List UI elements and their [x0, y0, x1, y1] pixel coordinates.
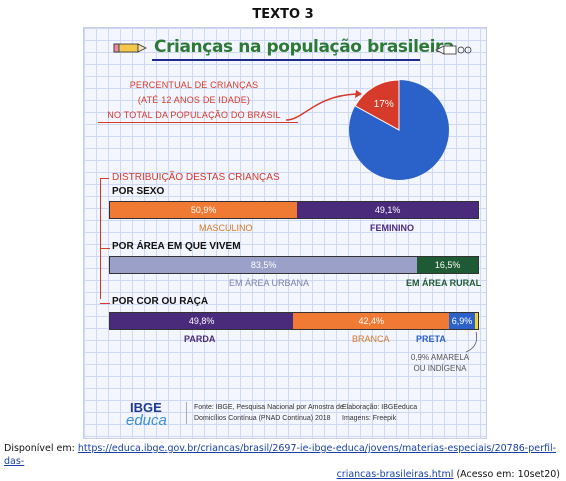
- ibge-logo: IBGE: [130, 400, 162, 415]
- source-block: IBGE educa Fonte: IBGE, Pesquisa Naciona…: [106, 398, 476, 430]
- note-amarela-indigena: 0,9% AMARELA OU INDÍGENA: [410, 353, 470, 373]
- segment-parda: 49,8%: [110, 313, 294, 329]
- source-text: Fonte: IBGE, Pesquisa Nacional por Amost…: [194, 404, 344, 422]
- label-urbana: EM ÁREA URBANA: [229, 278, 310, 288]
- distribution-bracket: [100, 178, 109, 299]
- percent-underline: [98, 122, 298, 123]
- title-underline: [152, 59, 420, 61]
- label-feminino: FEMININO: [370, 223, 414, 233]
- segment-branca: 42,4%: [293, 313, 450, 329]
- pie-label: 17%: [374, 99, 394, 110]
- pie-chart: 17%: [339, 70, 459, 190]
- note-arrow-icon: [465, 331, 478, 353]
- section-by-sex: POR SEXO: [112, 186, 165, 197]
- percent-label: PERCENTUAL DE CRIANÇAS (ATÉ 12 ANOS DE I…: [107, 80, 281, 120]
- bar-by-race: 49,8% 42,4% 6,9%: [109, 312, 479, 330]
- arrow-icon: [285, 90, 362, 121]
- educa-logo: educa: [126, 412, 167, 429]
- label-preta: PRETA: [416, 334, 446, 344]
- infographic-card: Crianças na população brasileira PERCENT…: [83, 27, 487, 439]
- segment-amarela-indigena: [474, 313, 478, 329]
- footer-url-part1[interactable]: https://educa.ibge.gov.br/criancas/brasi…: [4, 443, 557, 467]
- label-masculino: MASCULINO: [199, 223, 253, 233]
- bar-by-area: 83,5% 16,5%: [109, 256, 479, 274]
- title-row: Crianças na população brasileira: [84, 36, 486, 61]
- section-by-area: POR ÁREA EM QUE VIVEM: [112, 241, 241, 252]
- heading: TEXTO 3: [252, 7, 314, 22]
- section-by-race: POR COR OU RAÇA: [112, 296, 209, 307]
- label-parda: PARDA: [184, 334, 216, 344]
- bar-by-sex: 50,9% 49,1%: [109, 201, 479, 219]
- credit-text: Elaboração: IBGEeduca Imagens: Freepik: [342, 404, 418, 422]
- pie-slice-children: [354, 79, 400, 131]
- distribution-label: DISTRIBUIÇÃO DESTAS CRIANÇAS: [112, 172, 280, 183]
- pencil-icon: [113, 43, 147, 53]
- footer-prefix: Disponível em:: [4, 443, 75, 454]
- pencil-doodle-icon: [435, 45, 472, 55]
- footer-citation: Disponível em: https://educa.ibge.gov.br…: [4, 442, 560, 481]
- segment-masculino: 50,9%: [110, 202, 298, 218]
- label-rural: EM ÁREA RURAL: [406, 278, 482, 288]
- segment-urbana: 83,5%: [110, 257, 418, 273]
- infographic-title: Crianças na população brasileira: [154, 37, 455, 57]
- segment-preta: 6,9%: [449, 313, 475, 329]
- label-branca: BRANCA: [352, 334, 390, 344]
- segment-rural: 16,5%: [417, 257, 478, 273]
- segment-feminino: 49,1%: [297, 202, 478, 218]
